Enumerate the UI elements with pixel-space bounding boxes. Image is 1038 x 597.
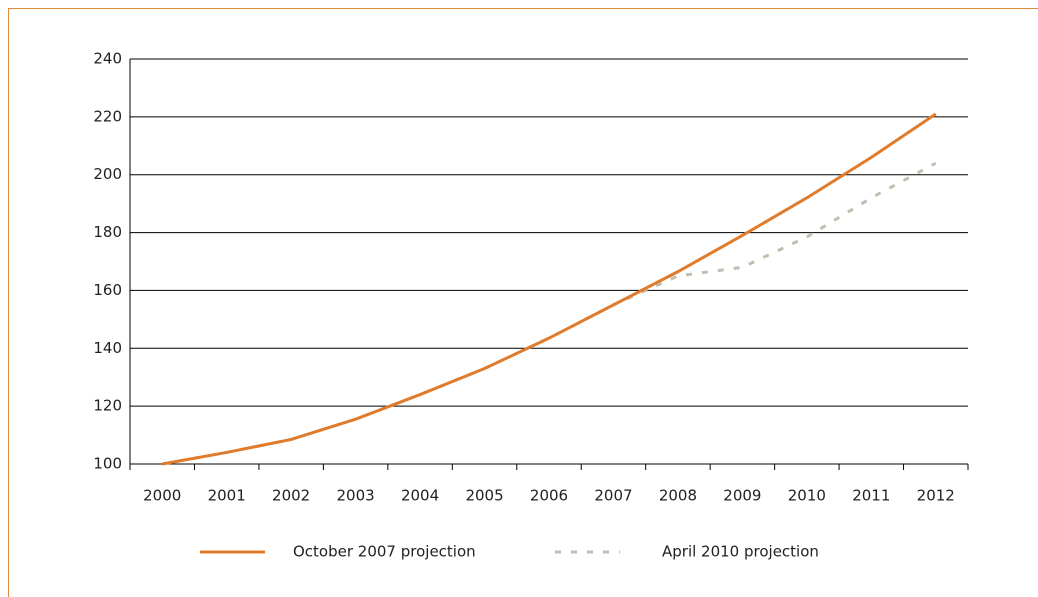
y-tick-label: 160 <box>93 281 122 299</box>
legend-label: April 2010 projection <box>662 543 819 561</box>
y-tick-label: 140 <box>93 339 122 357</box>
x-tick-label: 2008 <box>659 487 697 505</box>
x-tick-label: 2001 <box>208 487 246 505</box>
y-tick-label: 240 <box>93 50 122 68</box>
x-tick-label: 2000 <box>143 487 181 505</box>
series-line <box>161 161 937 466</box>
x-tick-label: 2006 <box>530 487 568 505</box>
x-tick-label: 2009 <box>723 487 761 505</box>
frame <box>8 8 1038 597</box>
y-tick-label: 220 <box>93 107 122 125</box>
series-line <box>161 112 937 466</box>
y-tick-label: 200 <box>93 165 122 183</box>
x-tick-label: 2005 <box>465 487 503 505</box>
x-tick-label: 2011 <box>852 487 890 505</box>
x-tick-label: 2007 <box>594 487 632 505</box>
x-tick-label: 2004 <box>401 487 439 505</box>
legend-label: October 2007 projection <box>293 543 476 561</box>
x-tick-label: 2010 <box>788 487 826 505</box>
x-tick-label: 2003 <box>337 487 375 505</box>
y-tick-label: 100 <box>93 455 122 473</box>
y-tick-label: 120 <box>93 397 122 415</box>
x-tick-label: 2002 <box>272 487 310 505</box>
x-tick-label: 2012 <box>917 487 955 505</box>
y-tick-label: 180 <box>93 223 122 241</box>
